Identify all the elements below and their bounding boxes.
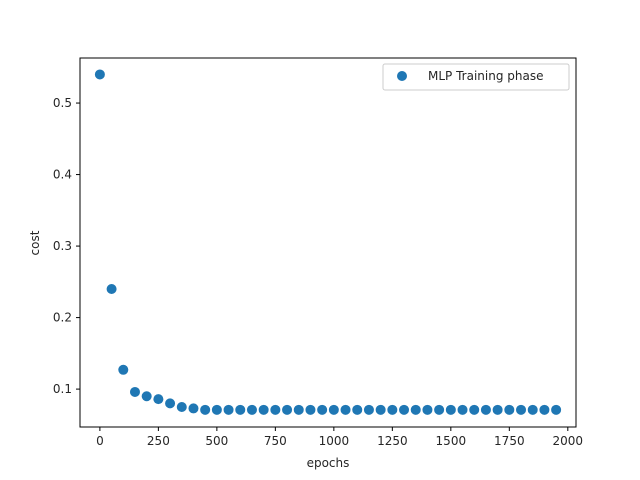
x-axis-label: epochs (307, 456, 350, 470)
legend: MLP Training phase (382, 63, 570, 91)
x-tick-label: 500 (205, 434, 228, 448)
data-point (246, 404, 257, 415)
data-point (527, 404, 538, 415)
x-tick-label: 1750 (494, 434, 525, 448)
data-point (141, 391, 152, 402)
x-tick-label: 1250 (377, 434, 408, 448)
x-tick-label: 250 (147, 434, 170, 448)
data-point (293, 404, 304, 415)
y-tick-label: 0.5 (53, 96, 72, 110)
data-point (434, 404, 445, 415)
data-point (258, 404, 269, 415)
data-point (176, 401, 187, 412)
data-point (399, 404, 410, 415)
data-point (118, 364, 129, 375)
plot-area-frame (79, 57, 577, 428)
x-tick-label: 750 (264, 434, 287, 448)
legend-label: MLP Training phase (428, 69, 543, 83)
data-point (129, 386, 140, 397)
data-point (317, 404, 328, 415)
data-point (492, 404, 503, 415)
legend-marker (397, 71, 407, 81)
data-point (328, 404, 339, 415)
x-tick-label: 0 (96, 434, 104, 448)
data-point (469, 404, 480, 415)
x-tick-label: 1500 (436, 434, 467, 448)
y-tick-label: 0.1 (53, 382, 72, 396)
data-point (445, 404, 456, 415)
data-point (235, 404, 246, 415)
data-point (539, 404, 550, 415)
legend-box (382, 63, 570, 91)
data-point (387, 404, 398, 415)
x-axis-ticks: 0 250 500 750 1000 1250 1500 1750 2000 (96, 427, 583, 448)
data-point (94, 69, 105, 80)
y-tick-label: 0.3 (53, 239, 72, 253)
x-tick-label: 2000 (553, 434, 584, 448)
data-point (422, 404, 433, 415)
data-points (94, 69, 562, 415)
data-point (363, 404, 374, 415)
data-point (200, 404, 211, 415)
data-point (270, 404, 281, 415)
y-tick-label: 0.2 (53, 311, 72, 325)
data-point (165, 398, 176, 409)
data-point (223, 404, 234, 415)
data-point (340, 404, 351, 415)
data-point (516, 404, 527, 415)
data-point (375, 404, 386, 415)
data-point (551, 404, 562, 415)
data-point (106, 283, 117, 294)
x-tick-label: 1000 (319, 434, 350, 448)
data-point (352, 404, 363, 415)
data-point (188, 403, 199, 414)
data-point (282, 404, 293, 415)
data-point (457, 404, 468, 415)
data-point (504, 404, 515, 415)
data-point (410, 404, 421, 415)
y-axis-ticks: 0.1 0.2 0.3 0.4 0.5 (53, 96, 80, 396)
data-point (211, 404, 222, 415)
data-point (153, 394, 164, 405)
data-point (305, 404, 316, 415)
y-axis-label: cost (28, 230, 42, 255)
data-point (480, 404, 491, 415)
y-tick-label: 0.4 (53, 168, 72, 182)
